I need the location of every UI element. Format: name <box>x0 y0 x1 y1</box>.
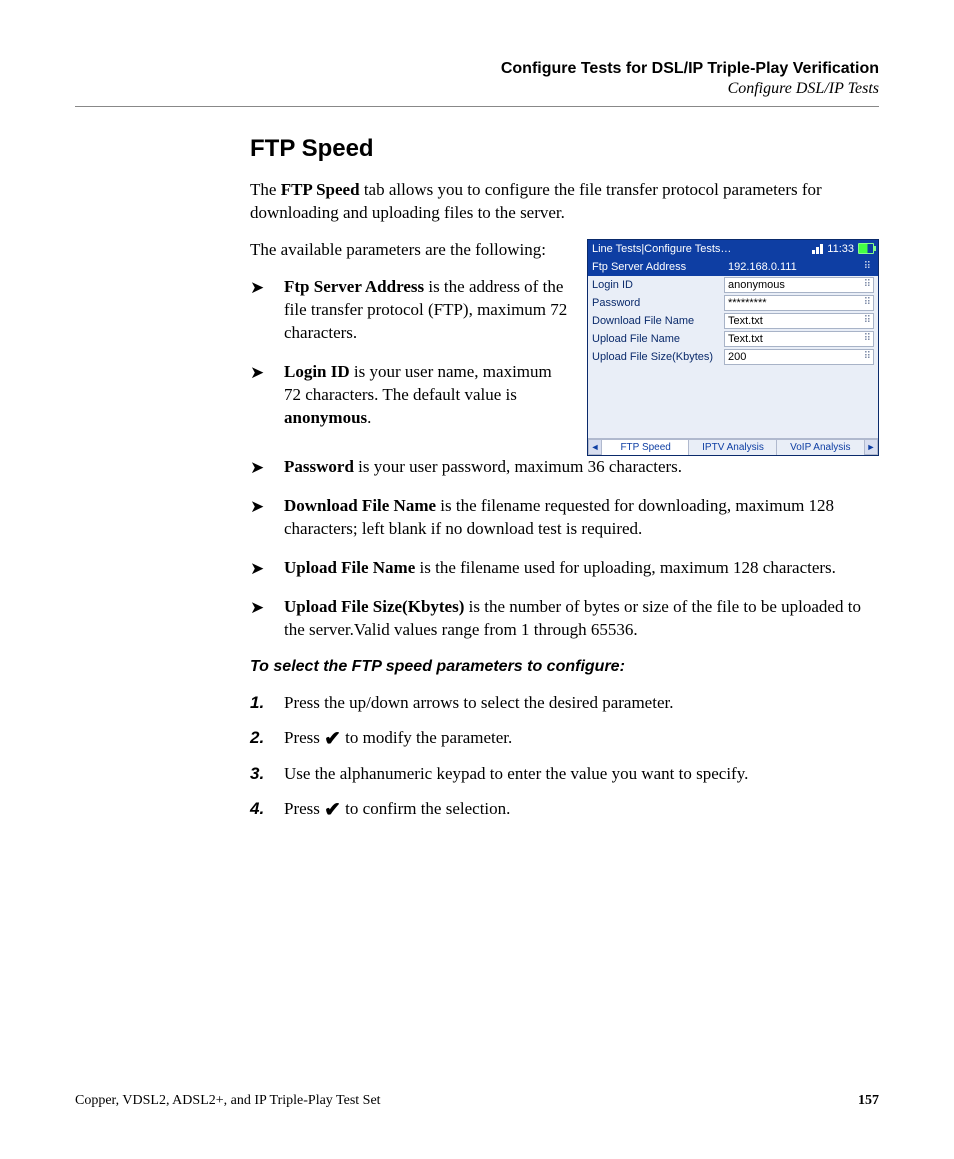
device-row-label: Upload File Size(Kbytes) <box>592 351 724 363</box>
section-title: Configure DSL/IP Tests <box>75 80 879 98</box>
page-footer: Copper, VDSL2, ADSL2+, and IP Triple-Pla… <box>75 1093 879 1109</box>
bullet-upload-size: Upload File Size(Kbytes) is the number o… <box>250 596 879 642</box>
text: Press <box>284 799 324 818</box>
text-bold: anonymous <box>284 408 367 427</box>
procedure-heading: To select the FTP speed parameters to co… <box>250 658 879 676</box>
text: is your user password, maximum 36 charac… <box>354 457 682 476</box>
signal-icon <box>812 244 823 254</box>
device-row-label: Login ID <box>592 279 724 291</box>
device-row[interactable]: Upload File Size(Kbytes)200⠿ <box>588 348 878 366</box>
device-tabs: ◄ FTP Speed IPTV Analysis VoIP Analysis … <box>588 438 878 455</box>
device-row[interactable]: Upload File NameText.txt⠿ <box>588 330 878 348</box>
text-bold: Upload File Name <box>284 558 415 577</box>
content-body: FTP Speed The FTP Speed tab allows you t… <box>250 135 879 822</box>
bullet-download-file: Download File Name is the filename reque… <box>250 495 879 541</box>
device-row-value[interactable]: 200⠿ <box>724 349 874 365</box>
device-title-text: Line Tests|Configure Tests… <box>592 243 731 255</box>
step-1: Press the up/down arrows to select the d… <box>250 690 879 716</box>
text: Press <box>284 728 324 747</box>
device-row-value[interactable]: Text.txt⠿ <box>724 331 874 347</box>
text: to modify the parameter. <box>341 728 512 747</box>
footer-left: Copper, VDSL2, ADSL2+, and IP Triple-Pla… <box>75 1093 381 1109</box>
check-icon: ✔ <box>324 800 341 820</box>
device-row[interactable]: Ftp Server Address192.168.0.111⠿ <box>588 258 878 276</box>
text-bold: Download File Name <box>284 496 436 515</box>
step-4: Press ✔ to confirm the selection. <box>250 796 879 822</box>
device-row[interactable]: Download File NameText.txt⠿ <box>588 312 878 330</box>
bullet-ftp-server: Ftp Server Address is the address of the… <box>250 276 571 345</box>
page-title: FTP Speed <box>250 135 879 163</box>
text-bold: Ftp Server Address <box>284 277 424 296</box>
chapter-title: Configure Tests for DSL/IP Triple-Play V… <box>75 60 879 78</box>
grip-icon: ⠿ <box>864 350 870 364</box>
grip-icon: ⠿ <box>864 332 870 346</box>
text-bold: Login ID <box>284 362 350 381</box>
device-row-value[interactable]: Text.txt⠿ <box>724 313 874 329</box>
grip-icon: ⠿ <box>864 296 870 310</box>
device-row-label: Upload File Name <box>592 333 724 345</box>
grip-icon: ⠿ <box>864 314 870 328</box>
tab-iptv-analysis[interactable]: IPTV Analysis <box>688 439 777 455</box>
step-2: Press ✔ to modify the parameter. <box>250 725 879 751</box>
device-titlebar: Line Tests|Configure Tests… 11:33 <box>588 240 878 258</box>
device-row-value[interactable]: anonymous⠿ <box>724 277 874 293</box>
device-row-label: Password <box>592 297 724 309</box>
text: The <box>250 180 281 199</box>
intro-paragraph-2: The available parameters are the followi… <box>250 239 571 262</box>
device-row-value[interactable]: *********⠿ <box>724 295 874 311</box>
text-bold: Password <box>284 457 354 476</box>
text-bold: FTP Speed <box>281 180 360 199</box>
device-screenshot: Line Tests|Configure Tests… 11:33 Ftp Se… <box>587 239 879 456</box>
device-row-value[interactable]: 192.168.0.111⠿ <box>724 259 874 275</box>
intro-paragraph-1: The FTP Speed tab allows you to configur… <box>250 179 879 225</box>
tab-next-button[interactable]: ► <box>864 439 878 455</box>
step-3: Use the alphanumeric keypad to enter the… <box>250 761 879 787</box>
text: . <box>367 408 371 427</box>
bullet-password: Password is your user password, maximum … <box>250 456 879 479</box>
check-icon: ✔ <box>324 729 341 749</box>
device-time: 11:33 <box>827 243 854 255</box>
grip-icon: ⠿ <box>864 260 870 274</box>
tab-ftp-speed[interactable]: FTP Speed <box>601 439 690 455</box>
header-rule <box>75 106 879 107</box>
device-row[interactable]: Password*********⠿ <box>588 294 878 312</box>
device-row-label: Download File Name <box>592 315 724 327</box>
tab-voip-analysis[interactable]: VoIP Analysis <box>776 439 865 455</box>
battery-icon <box>858 243 874 254</box>
grip-icon: ⠿ <box>864 278 870 292</box>
device-row-label: Ftp Server Address <box>592 261 724 273</box>
device-row[interactable]: Login IDanonymous⠿ <box>588 276 878 294</box>
bullet-login-id: Login ID is your user name, maximum 72 c… <box>250 361 571 430</box>
tab-prev-button[interactable]: ◄ <box>588 439 602 455</box>
text: is the filename used for uploading, maxi… <box>415 558 836 577</box>
text: to confirm the selection. <box>341 799 510 818</box>
page-number: 157 <box>858 1093 879 1109</box>
bullet-upload-file: Upload File Name is the filename used fo… <box>250 557 879 580</box>
text-bold: Upload File Size(Kbytes) <box>284 597 464 616</box>
